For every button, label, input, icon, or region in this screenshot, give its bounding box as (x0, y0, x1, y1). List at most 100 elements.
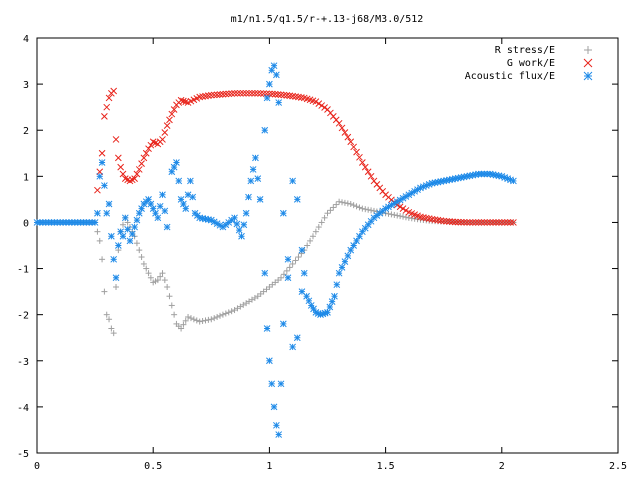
data-point (242, 89, 250, 97)
y-tick-label: -1 (17, 265, 29, 276)
data-point (335, 269, 343, 277)
data-point (251, 89, 259, 97)
data-point (475, 219, 482, 226)
data-point (239, 89, 247, 97)
x-tick-label: 0 (34, 461, 40, 472)
data-point (335, 119, 343, 127)
y-tick-label: -3 (17, 357, 29, 368)
y-tick-label: 3 (23, 80, 29, 91)
data-point (400, 213, 407, 220)
data-point (261, 126, 269, 134)
data-point (356, 153, 363, 161)
data-point (114, 242, 122, 249)
data-point (142, 149, 150, 157)
data-point (222, 90, 230, 98)
data-point (388, 211, 395, 218)
data-point (274, 91, 282, 98)
legend-marker (584, 46, 592, 54)
data-point (166, 116, 173, 124)
data-point (254, 175, 262, 182)
legend-marker (583, 58, 593, 68)
y-tick-label: 2 (23, 126, 29, 137)
data-point (219, 311, 226, 318)
data-point (266, 80, 273, 88)
data-point (94, 209, 101, 217)
data-point (273, 71, 280, 79)
data-point (318, 102, 326, 109)
data-point (245, 193, 252, 201)
data-point (126, 237, 134, 245)
data-point (347, 138, 355, 146)
data-point (182, 205, 190, 212)
data-point (145, 145, 152, 153)
data-point (117, 163, 125, 171)
data-point (510, 177, 517, 185)
data-point (163, 223, 171, 231)
data-point (161, 129, 169, 136)
data-point (207, 91, 215, 99)
data-point (472, 219, 480, 226)
data-point (331, 292, 338, 300)
data-point (257, 90, 265, 97)
data-point (94, 228, 101, 235)
data-point (108, 325, 115, 332)
series-2 (33, 62, 517, 438)
data-point (247, 177, 255, 185)
data-point (324, 309, 331, 316)
data-point (119, 221, 126, 228)
data-point (328, 298, 336, 305)
data-point (293, 196, 301, 203)
data-point (138, 254, 145, 261)
data-point (394, 212, 401, 219)
data-point (140, 260, 147, 267)
data-point (261, 269, 269, 277)
data-point (333, 281, 341, 289)
data-point (131, 175, 138, 182)
data-point (245, 89, 253, 97)
data-point (101, 113, 108, 120)
data-point (219, 90, 227, 98)
data-point (235, 226, 243, 234)
data-point (284, 255, 292, 263)
data-point (216, 91, 224, 98)
data-point (228, 90, 235, 97)
y-tick-label: 0 (23, 218, 29, 229)
x-tick-label: 2 (499, 461, 505, 472)
data-point (318, 219, 325, 226)
data-point (101, 182, 108, 189)
data-point (451, 218, 459, 226)
data-point (279, 209, 287, 217)
data-point (277, 380, 285, 388)
data-point (446, 218, 453, 225)
data-point (154, 214, 162, 222)
data-point (263, 325, 271, 332)
x-tick-label: 1 (266, 461, 272, 472)
data-point (211, 315, 218, 322)
data-point (402, 207, 410, 214)
data-point (275, 431, 283, 438)
data-point (171, 311, 178, 318)
data-point (356, 232, 363, 240)
data-point (300, 269, 308, 277)
data-point (164, 284, 171, 290)
data-point (460, 218, 468, 226)
data-point (273, 421, 280, 429)
data-point (266, 357, 273, 365)
y-tick-label: -5 (17, 449, 29, 460)
data-point (270, 403, 278, 411)
data-point (495, 219, 503, 226)
data-point (396, 203, 404, 211)
data-point (368, 207, 375, 214)
data-point (481, 219, 488, 226)
data-point (202, 317, 209, 324)
data-point (159, 136, 166, 143)
data-point (121, 214, 129, 222)
data-point (336, 198, 343, 205)
data-point (330, 204, 337, 211)
plot-area (33, 62, 517, 438)
data-point (347, 201, 354, 207)
data-point (108, 232, 115, 240)
data-point (315, 100, 323, 107)
data-point (133, 170, 141, 178)
data-point (289, 260, 296, 267)
